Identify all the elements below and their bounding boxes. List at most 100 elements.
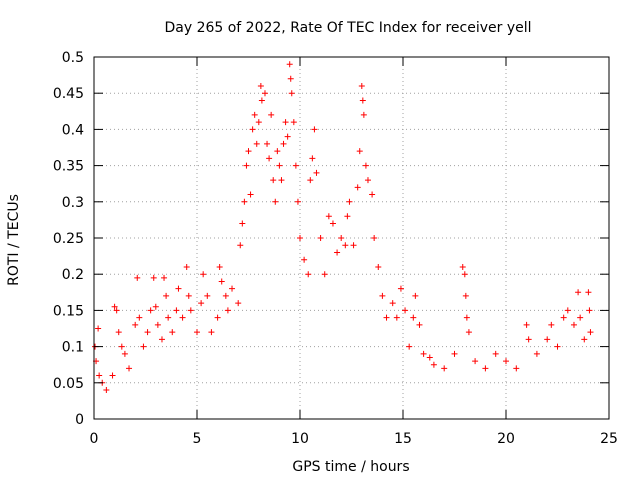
data-point (272, 198, 279, 205)
data-point (360, 111, 367, 118)
data-point (126, 365, 133, 372)
data-points (92, 61, 594, 394)
data-point (247, 191, 254, 198)
y-tick-label: 0.2 (62, 267, 84, 283)
data-point (430, 361, 437, 368)
data-point (350, 242, 357, 249)
data-point (175, 285, 182, 292)
data-point (329, 220, 336, 227)
y-tick-label: 0.05 (53, 376, 84, 392)
data-point (249, 126, 256, 133)
data-point (290, 119, 297, 126)
data-point (575, 289, 582, 296)
data-point (268, 111, 275, 118)
data-point (560, 314, 567, 321)
plot-frame (93, 56, 610, 420)
data-point (165, 314, 172, 321)
data-point (161, 274, 168, 281)
data-point (465, 329, 472, 336)
data-point (313, 169, 320, 176)
y-axis-label: ROTI / TECUs (6, 194, 22, 286)
data-point (307, 177, 314, 184)
data-point (472, 358, 479, 365)
data-point (463, 314, 470, 321)
y-tick-label: 0.5 (62, 50, 84, 66)
y-tick-label: 0.35 (53, 159, 84, 175)
x-tick-label: 5 (193, 431, 202, 447)
data-point (253, 140, 260, 147)
data-point (369, 191, 376, 198)
x-tick-label: 25 (600, 431, 618, 447)
data-point (115, 329, 122, 336)
data-point (194, 329, 200, 336)
data-point (150, 274, 157, 281)
data-point (406, 343, 413, 350)
data-point (525, 336, 532, 343)
data-point (216, 263, 223, 270)
data-point (245, 148, 252, 155)
data-point (218, 278, 225, 285)
data-point (288, 90, 295, 97)
data-point (587, 329, 594, 336)
data-point (375, 263, 382, 270)
data-point (420, 350, 427, 357)
data-point (356, 148, 363, 155)
data-point (309, 155, 316, 162)
data-point (152, 303, 159, 310)
x-tick-label: 15 (394, 431, 412, 447)
y-tick-label: 0 (75, 412, 84, 428)
data-point (383, 314, 390, 321)
data-point (523, 321, 530, 328)
data-point (239, 220, 246, 227)
data-point (261, 90, 268, 97)
data-point (111, 303, 118, 310)
data-point (154, 321, 161, 328)
y-tick-label: 0.4 (62, 122, 84, 138)
x-tick-label: 20 (497, 431, 515, 447)
x-tick-label: 10 (291, 431, 309, 447)
data-point (214, 314, 221, 321)
data-point (185, 292, 192, 299)
data-point (564, 307, 571, 314)
data-point (282, 119, 289, 126)
data-point (503, 358, 509, 365)
data-point (132, 321, 139, 328)
data-point (359, 97, 366, 104)
data-point (379, 292, 386, 299)
data-point (354, 184, 361, 191)
data-point (581, 336, 588, 343)
data-point (237, 242, 244, 249)
data-point (294, 198, 301, 205)
data-point (235, 300, 242, 307)
data-point (461, 271, 468, 278)
data-point (451, 350, 458, 357)
data-point (179, 314, 186, 321)
data-point (416, 321, 423, 328)
data-point (183, 263, 190, 270)
data-point (482, 365, 489, 372)
data-point (163, 292, 170, 299)
y-tick-label: 0.3 (62, 195, 84, 211)
data-point (113, 307, 120, 314)
data-point (548, 321, 555, 328)
data-point (585, 289, 592, 296)
data-point (334, 249, 341, 256)
data-point (144, 329, 151, 336)
data-point (255, 119, 262, 126)
data-point (287, 75, 294, 82)
data-point (280, 140, 287, 147)
gridlines (94, 57, 609, 419)
data-point (513, 365, 520, 372)
data-point (257, 82, 264, 89)
data-point (492, 350, 499, 357)
data-point (412, 292, 419, 299)
data-point (311, 126, 318, 133)
data-point (410, 314, 417, 321)
data-point (118, 343, 125, 350)
data-point (297, 235, 303, 241)
data-point (459, 263, 466, 270)
data-point (362, 162, 369, 169)
data-point (338, 235, 345, 241)
y-tick-label: 0.15 (53, 303, 84, 319)
